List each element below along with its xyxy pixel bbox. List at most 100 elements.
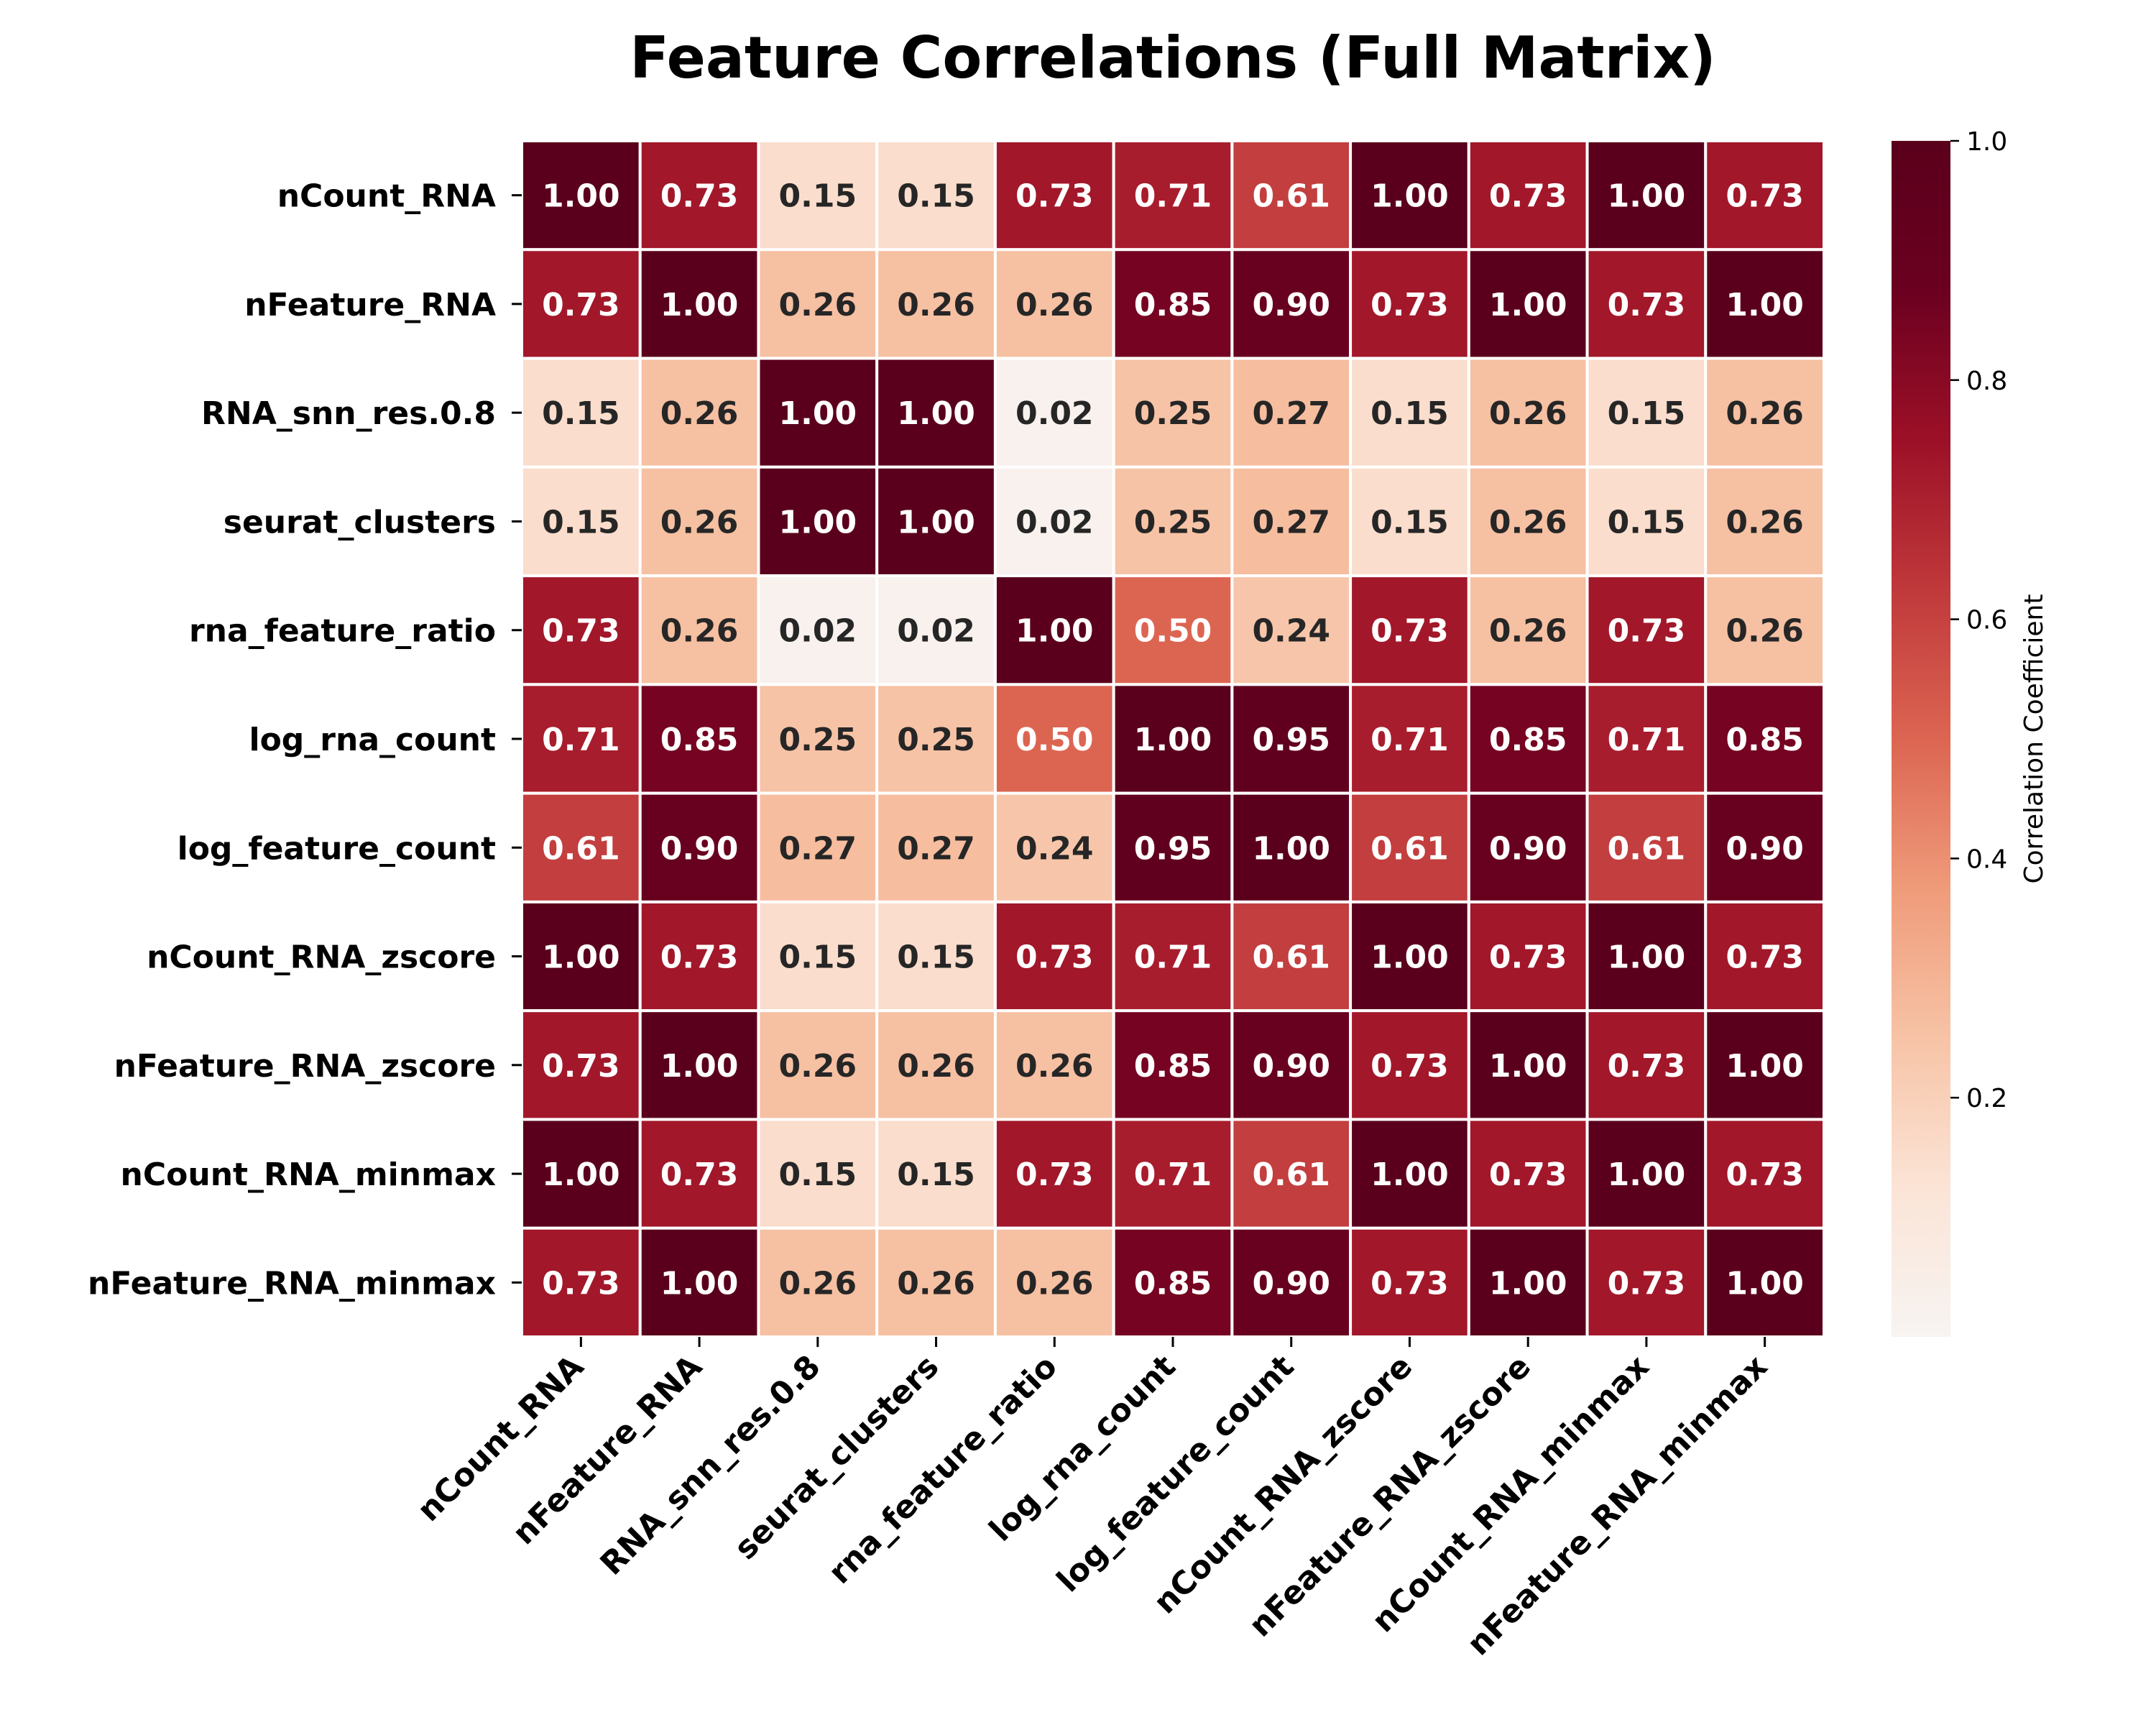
- heatmap-cell: [1467, 574, 1589, 686]
- heatmap-cell: [757, 791, 879, 903]
- heatmap-cell: [1349, 139, 1470, 252]
- cell-value-label: 0.26: [660, 504, 739, 540]
- heatmap-cell: [1112, 574, 1234, 686]
- cell-value-label: 0.90: [1252, 1265, 1330, 1302]
- cell-value-label: 0.73: [1608, 613, 1686, 650]
- heatmap-cell: [993, 900, 1115, 1013]
- heatmap-cell: [1230, 1009, 1353, 1121]
- cell-value-label: 0.27: [1252, 504, 1330, 540]
- heatmap-cell: [1704, 900, 1825, 1013]
- cell-value-label: 0.85: [1134, 1048, 1212, 1085]
- heatmap-cell: [1467, 683, 1589, 795]
- cell-value-label: 0.61: [542, 830, 620, 867]
- cell-value-label: 1.00: [779, 504, 857, 540]
- cell-value-label: 1.00: [542, 939, 620, 976]
- cell-value-label: 1.00: [660, 1265, 739, 1302]
- cell-value-label: 0.61: [1252, 1156, 1330, 1193]
- cell-value-label: 0.25: [779, 722, 857, 758]
- cell-value-label: 0.15: [897, 939, 975, 976]
- cell-value-label: 0.73: [1370, 1265, 1449, 1302]
- row-axis: nCount_RNA nFeature_RNA RNA_snn_res.0.8seu…: [88, 178, 522, 1302]
- cell-value-label: 0.85: [1489, 722, 1567, 758]
- heatmap-cell: [1112, 1226, 1234, 1339]
- heatmap-cell: [520, 356, 642, 469]
- cell-value-label: 0.15: [542, 395, 620, 432]
- heatmap-cell: [757, 248, 879, 360]
- cell-value-label: 0.73: [1015, 178, 1094, 215]
- heatmap-cell: [1112, 139, 1234, 252]
- cell-value-label: 0.73: [1608, 1048, 1686, 1085]
- heatmap-cell: [1230, 574, 1353, 686]
- cell-value-label: 1.00: [1726, 1048, 1804, 1085]
- cell-value-label: 1.00: [660, 287, 739, 323]
- cell-value-label: 0.24: [1252, 613, 1330, 650]
- heatmap-cell: [638, 900, 760, 1013]
- cell-value-label: 0.15: [1608, 395, 1686, 432]
- colorbar-ticks: 0.2 0.4 0.6 0.8 1.0: [1950, 127, 2007, 1113]
- heatmap-cell: [1349, 900, 1470, 1013]
- cell-value-label: 0.26: [1726, 504, 1804, 540]
- cell-value-label: 0.71: [542, 722, 620, 758]
- heatmap-cell: [1349, 1009, 1470, 1121]
- cell-value-label: 0.61: [1252, 178, 1330, 215]
- heatmap-cell: [1349, 1226, 1470, 1339]
- heatmap-cell: [1467, 248, 1589, 360]
- row-tick-label: rna_feature_ratio: [189, 613, 496, 650]
- heatmap-cell: [875, 791, 997, 903]
- heatmap-cell: [993, 248, 1115, 360]
- column-tick-label: log_feature_count: [1050, 1348, 1302, 1600]
- heatmap-cell: [757, 1009, 879, 1121]
- cell-value-label: 0.50: [1134, 613, 1212, 650]
- cell-value-label: 1.00: [1608, 939, 1686, 976]
- cell-value-label: 0.26: [1489, 395, 1567, 432]
- cell-value-label: 0.26: [1489, 613, 1567, 650]
- cell-value-label: 0.26: [1015, 1048, 1094, 1085]
- heatmap-cell: [1467, 465, 1589, 578]
- cell-value-label: 0.15: [1370, 395, 1449, 432]
- colorbar-tick-label: 1.0: [1966, 127, 2007, 157]
- cell-value-label: 0.25: [897, 722, 975, 758]
- cell-value-label: 0.26: [897, 1048, 975, 1085]
- colorbar-tick-label: 0.4: [1966, 845, 2007, 874]
- cell-value-label: 1.00: [779, 395, 857, 432]
- cell-value-label: 0.15: [897, 1156, 975, 1193]
- colorbar-tick-label: 0.6: [1966, 606, 2007, 635]
- heatmap-cell: [1585, 574, 1708, 686]
- heatmap-cell: [757, 1118, 879, 1230]
- heatmap-cell: [520, 900, 642, 1013]
- cell-value-label: 1.00: [1489, 1265, 1567, 1302]
- colorbar: 0.2 0.4 0.6 0.8 1.0 Correlation Coefficient: [1892, 127, 2049, 1337]
- heatmap-cell: [520, 1009, 642, 1121]
- heatmap-cell: [638, 574, 760, 686]
- cell-value-label: 0.73: [1489, 939, 1567, 976]
- heatmap-cell: [1112, 791, 1234, 903]
- cell-value-label: 0.73: [1015, 1156, 1094, 1193]
- cell-value-label: 0.26: [660, 613, 739, 650]
- heatmap-cell: [1704, 683, 1825, 795]
- cell-value-label: 0.26: [897, 1265, 975, 1302]
- heatmap-cell: [1704, 574, 1825, 686]
- heatmap-cell: [1349, 1118, 1470, 1230]
- cell-value-label: 1.00: [1489, 1048, 1567, 1085]
- cell-value-label: 0.85: [1726, 722, 1804, 758]
- row-tick-label: nCount_RNA_zscore: [147, 939, 496, 976]
- heatmap-cell: [1585, 1226, 1708, 1339]
- heatmap-cell: [1704, 791, 1825, 903]
- cell-value-label: 0.02: [1015, 504, 1094, 540]
- cell-value-label: 0.90: [1489, 830, 1567, 867]
- heatmap-cell: [1704, 1226, 1825, 1339]
- cell-value-label: 1.00: [1608, 1156, 1686, 1193]
- heatmap-cell: [875, 683, 997, 795]
- cell-value-label: 0.26: [1015, 1265, 1094, 1302]
- heatmap-cell: [1585, 791, 1708, 903]
- column-tick-label: RNA_snn_res.0.8: [594, 1348, 828, 1583]
- cell-value-label: 0.25: [1134, 395, 1212, 432]
- cell-value-label: 0.85: [1134, 1265, 1212, 1302]
- row-tick-label: nCount_RNA: [277, 178, 496, 215]
- heatmap-cell: [757, 574, 879, 686]
- heatmap-cell: [638, 791, 760, 903]
- heatmap-cell: [993, 574, 1115, 686]
- heatmap-cell: [993, 1118, 1115, 1230]
